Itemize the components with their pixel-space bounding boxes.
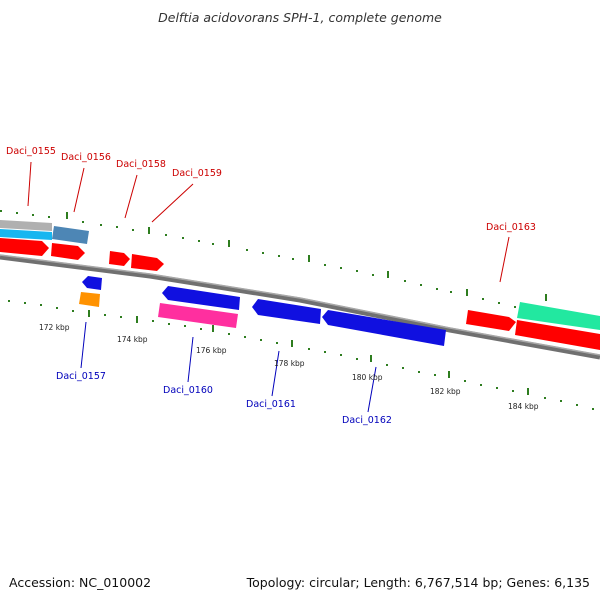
label-daci-0155[interactable]: Daci_0155 xyxy=(6,146,56,157)
gene-grey[interactable] xyxy=(0,220,52,231)
gene-daci-0156[interactable] xyxy=(52,226,89,244)
label-daci-0162[interactable]: Daci_0162 xyxy=(342,415,392,426)
gene-daci-0157[interactable] xyxy=(82,276,102,290)
label-daci-0159[interactable]: Daci_0159 xyxy=(172,168,222,179)
scale-tick-label: 178 kbp xyxy=(274,359,305,368)
scale-tick-label: 180 kbp xyxy=(352,373,383,382)
gene-teal[interactable] xyxy=(517,302,600,330)
gene-red-c[interactable] xyxy=(515,320,600,350)
scale-tick-label: 174 kbp xyxy=(117,335,148,344)
scale-tick-label: 172 kbp xyxy=(39,323,70,332)
gene-daci-0163[interactable] xyxy=(466,310,516,331)
gene-daci-0162[interactable] xyxy=(322,310,446,346)
scale-tick-label: 176 kbp xyxy=(196,346,227,355)
gene-daci-0161[interactable] xyxy=(252,299,321,324)
label-daci-0161[interactable]: Daci_0161 xyxy=(246,399,296,410)
map-title: Delftia acidovorans SPH-1, complete geno… xyxy=(158,10,442,25)
genome-backbone xyxy=(0,254,600,360)
label-daci-0158[interactable]: Daci_0158 xyxy=(116,159,166,170)
gene-daci-0158[interactable] xyxy=(109,251,130,266)
gene-orange[interactable] xyxy=(79,292,100,307)
topology-text: Topology: circular; Length: 6,767,514 bp… xyxy=(246,575,590,590)
lower-ruler xyxy=(8,300,594,410)
scale-tick-label: 182 kbp xyxy=(430,387,461,396)
gene-red-a[interactable] xyxy=(0,238,49,256)
reverse-leaders xyxy=(80,321,377,413)
scale-tick-label: 184 kbp xyxy=(508,402,539,411)
gene-daci-0160-blue[interactable] xyxy=(162,286,240,310)
reverse-genes xyxy=(79,276,446,346)
gene-daci-0159[interactable] xyxy=(131,254,164,271)
gene-red-b[interactable] xyxy=(51,243,85,260)
gene-daci-0160[interactable] xyxy=(158,303,238,328)
gene-daci-0155[interactable] xyxy=(0,229,52,240)
label-daci-0156[interactable]: Daci_0156 xyxy=(61,152,111,163)
forward-genes xyxy=(0,220,600,350)
label-daci-0163[interactable]: Daci_0163 xyxy=(486,222,536,233)
forward-leaders xyxy=(27,161,510,283)
accession-text: Accession: NC_010002 xyxy=(9,575,152,590)
label-daci-0157[interactable]: Daci_0157 xyxy=(56,371,106,382)
label-daci-0160[interactable]: Daci_0160 xyxy=(163,385,213,396)
